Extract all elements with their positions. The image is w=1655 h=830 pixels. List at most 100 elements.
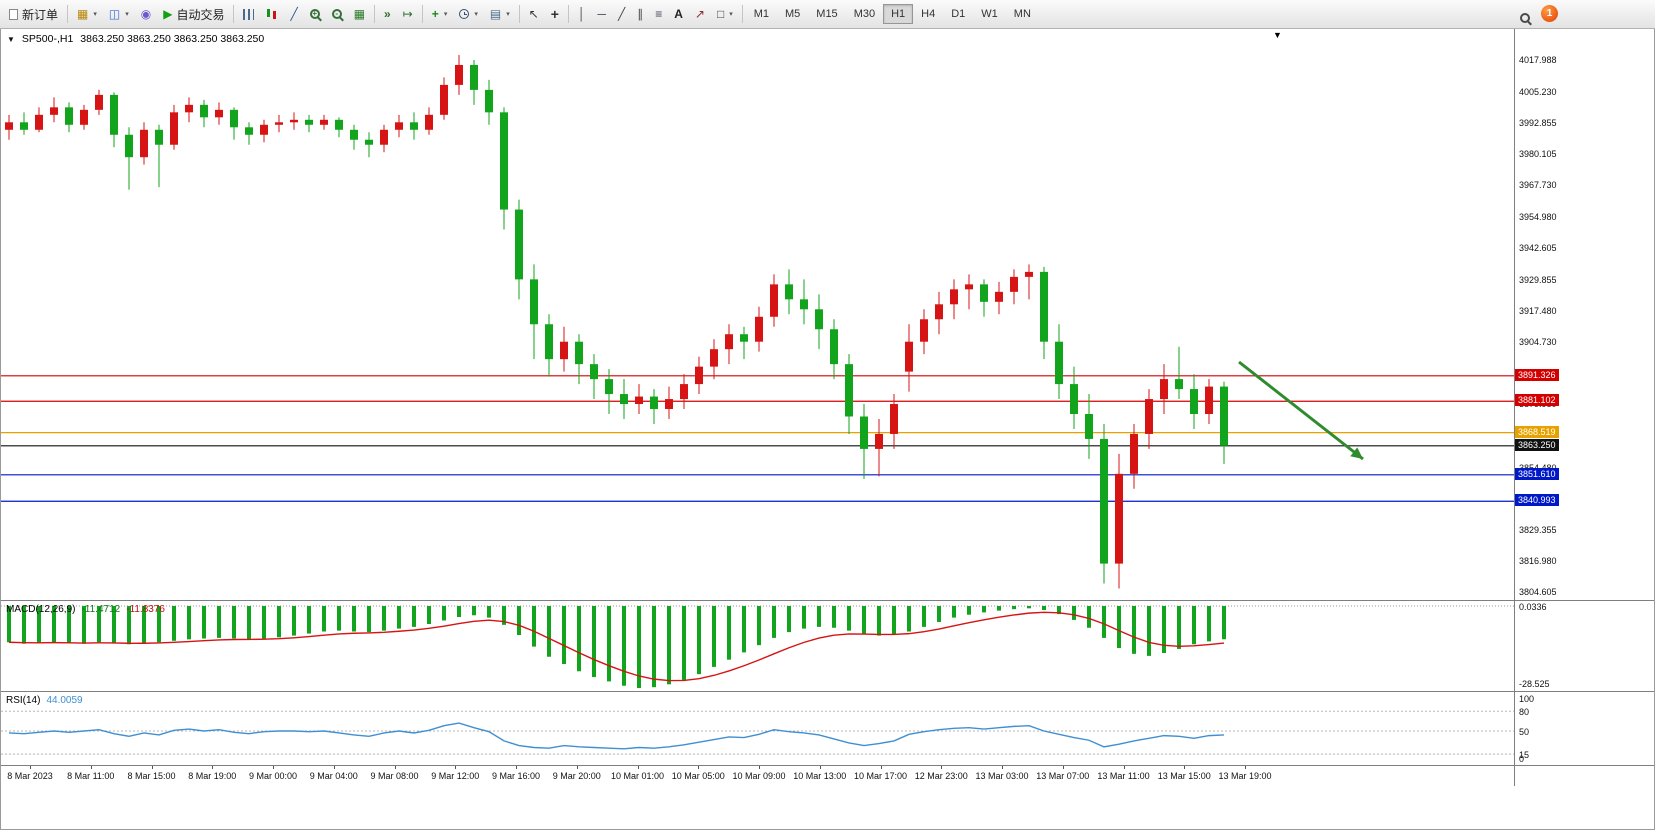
- price-axis-label: 3816.980: [1519, 556, 1557, 567]
- cursor-tool-button[interactable]: ↖: [523, 4, 545, 24]
- auto-scroll-button[interactable]: »: [378, 4, 397, 24]
- vertical-line-tool[interactable]: │: [572, 4, 592, 24]
- bar-chart-button[interactable]: [237, 5, 260, 24]
- periods-dropdown[interactable]: ▾: [453, 5, 484, 23]
- time-axis-label: 8 Mar 15:00: [127, 771, 176, 781]
- time-tick: [30, 766, 31, 769]
- zoom-out-button[interactable]: -: [326, 5, 348, 23]
- indicators-icon: +: [431, 7, 439, 21]
- chart-shift-marker[interactable]: ▼: [1273, 30, 1282, 40]
- time-axis-label: 13 Mar 07:00: [1036, 771, 1090, 781]
- one-click-trading-toggle[interactable]: ▼: [7, 34, 15, 44]
- timeframe-w1[interactable]: W1: [973, 4, 1006, 24]
- horizontal-line-tool[interactable]: ─: [591, 4, 612, 24]
- channel-tool[interactable]: ∥: [631, 4, 649, 24]
- chart-header: ▼ SP500-,H1 3863.250 3863.250 3863.250 3…: [7, 33, 264, 45]
- time-axis-label: 13 Mar 15:00: [1157, 771, 1211, 781]
- time-axis-label: 9 Mar 12:00: [431, 771, 480, 781]
- time-tick: [516, 766, 517, 769]
- trendline-icon: ╱: [617, 7, 626, 21]
- price-chart-panel[interactable]: ▼ SP500-,H1 3863.250 3863.250 3863.250 3…: [1, 29, 1654, 600]
- crosshair-tool-button[interactable]: +: [545, 4, 565, 24]
- price-axis-label: 3954.980: [1519, 212, 1557, 223]
- rsi-chart[interactable]: [1, 692, 1514, 765]
- text-tool[interactable]: A: [668, 4, 689, 24]
- channel-icon: ∥: [637, 7, 644, 21]
- chevron-down-icon: ▾: [729, 11, 733, 18]
- zoom-in-icon: +: [309, 9, 320, 19]
- shapes-dropdown[interactable]: □ ▾: [711, 4, 739, 24]
- chevron-down-icon: ▾: [474, 11, 478, 18]
- candlestick-chart[interactable]: [1, 29, 1514, 600]
- price-axis-label: 3992.855: [1519, 117, 1557, 128]
- arrows-tool[interactable]: ↗: [689, 4, 711, 24]
- chart-shift-button[interactable]: ↦: [397, 4, 419, 24]
- new-chart-icon: ▦: [77, 7, 89, 21]
- macd-main-value: -11.4712: [81, 604, 121, 615]
- macd-chart[interactable]: [1, 601, 1514, 691]
- timeframe-m15[interactable]: M15: [808, 4, 845, 24]
- price-axis-label: 4017.988: [1519, 55, 1557, 65]
- timeframe-d1[interactable]: D1: [943, 4, 973, 24]
- new-chart-button[interactable]: ▦ ▾: [71, 4, 103, 24]
- candlestick-chart-button[interactable]: [260, 4, 284, 24]
- rsi-name: RSI(14): [6, 695, 41, 706]
- price-level-label: 3851.610: [1515, 467, 1559, 480]
- search-icon: [1520, 13, 1530, 23]
- fibonacci-tool[interactable]: ≡: [649, 4, 668, 24]
- price-axis-label: 3942.605: [1519, 242, 1557, 253]
- bar-chart-icon: [243, 8, 255, 20]
- profiles-button[interactable]: ◫ ▾: [103, 4, 135, 24]
- crosshair-icon: +: [550, 6, 559, 22]
- template-icon: ▤: [489, 7, 502, 21]
- time-tick: [1002, 766, 1003, 769]
- zoom-in-button[interactable]: +: [304, 5, 326, 23]
- new-order-label: 新订单: [22, 7, 59, 22]
- horizontal-line-icon: ─: [597, 7, 606, 21]
- arrow-tool-icon: ↗: [694, 7, 705, 21]
- indicators-dropdown[interactable]: + ▾: [426, 4, 454, 24]
- timeframe-m30[interactable]: M30: [846, 4, 883, 24]
- alerts-button[interactable]: ◉: [135, 4, 157, 24]
- tile-windows-button[interactable]: ▦: [348, 4, 371, 24]
- timeframe-m1[interactable]: M1: [746, 4, 777, 24]
- new-order-button[interactable]: 新订单: [3, 2, 64, 27]
- toolbar-separator: [741, 5, 743, 23]
- time-axis-label: 8 Mar 19:00: [188, 771, 237, 781]
- price-axis-label: 3967.730: [1519, 180, 1557, 191]
- templates-dropdown[interactable]: ▤ ▾: [484, 4, 516, 24]
- time-axis-label: 10 Mar 13:00: [793, 771, 847, 781]
- macd-axis-min: -28.525: [1519, 679, 1550, 689]
- macd-panel[interactable]: MACD(12,26,9) -11.4712 -11.8376 0.0336 -…: [1, 600, 1654, 691]
- toolbar-separator: [233, 5, 235, 23]
- timeframe-h1[interactable]: H1: [883, 4, 914, 24]
- price-level-label: 3868.519: [1515, 425, 1559, 438]
- tile-windows-icon: ▦: [353, 7, 366, 21]
- autotrading-button[interactable]: ▶ 自动交易: [157, 2, 230, 27]
- price-axis-border: [1514, 29, 1515, 786]
- timeframe-m5[interactable]: M5: [777, 4, 808, 24]
- shapes-icon: □: [716, 7, 725, 21]
- line-chart-button[interactable]: ╱: [284, 4, 303, 24]
- time-tick: [819, 766, 821, 769]
- macd-label: MACD(12,26,9) -11.4712 -11.8376: [6, 604, 165, 615]
- timeframe-h4[interactable]: H4: [913, 4, 943, 24]
- time-tick: [273, 766, 274, 769]
- time-axis[interactable]: 8 Mar 2023 8 Mar 11:00 8 Mar 15:00 8 Mar 19…: [1, 765, 1654, 785]
- time-tick: [880, 766, 882, 769]
- trendline-tool[interactable]: ╱: [612, 4, 631, 24]
- price-axis-label: 3904.730: [1519, 337, 1557, 348]
- time-axis-label: 9 Mar 00:00: [248, 771, 298, 781]
- time-tick: [394, 766, 396, 769]
- price-level-label: 3840.993: [1515, 494, 1559, 507]
- time-tick: [1245, 766, 1246, 769]
- rsi-axis-label: 15: [1519, 750, 1530, 761]
- search-button[interactable]: [1513, 8, 1537, 30]
- toolbar-separator: [567, 5, 569, 23]
- time-tick: [90, 766, 92, 769]
- timeframe-mn[interactable]: MN: [1006, 4, 1039, 24]
- autotrading-label: 自动交易: [176, 7, 225, 22]
- rsi-panel[interactable]: RSI(14) 44.0059 100 80 50 15 0: [1, 691, 1654, 765]
- time-tick: [455, 766, 457, 769]
- notification-badge[interactable]: 1: [1541, 5, 1558, 22]
